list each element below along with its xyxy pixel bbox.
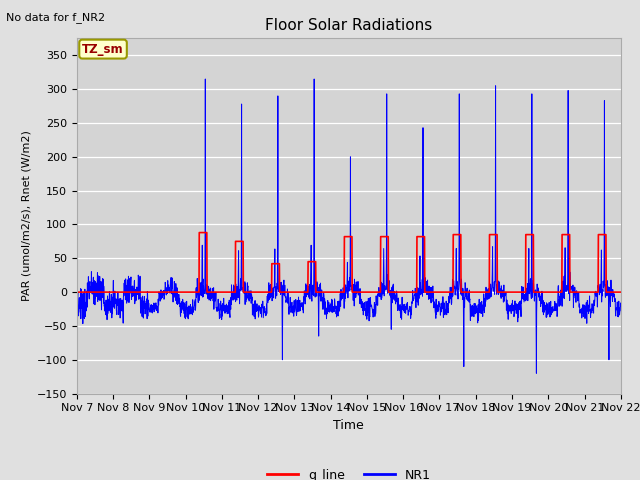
q_line — [365, 289, 372, 295]
NR1 — [225, 300, 232, 305]
Legend: q_line, NR1: q_line, NR1 — [262, 464, 436, 480]
NR1 — [73, 312, 81, 318]
q_line — [617, 289, 625, 295]
NR1 — [532, 371, 540, 376]
Text: TZ_sm: TZ_sm — [82, 43, 124, 56]
Y-axis label: PAR (umol/m2/s), Rnet (W/m2): PAR (umol/m2/s), Rnet (W/m2) — [21, 131, 31, 301]
q_line — [507, 289, 515, 295]
Text: No data for f_NR2: No data for f_NR2 — [6, 12, 106, 23]
NR1 — [570, 285, 577, 291]
q_line — [376, 289, 384, 295]
NR1 — [202, 76, 209, 82]
NR1 — [617, 303, 625, 309]
Line: q_line: q_line — [77, 233, 621, 292]
q_line — [584, 289, 592, 295]
NR1 — [376, 290, 384, 296]
Title: Floor Solar Radiations: Floor Solar Radiations — [265, 18, 433, 33]
Line: NR1: NR1 — [77, 79, 621, 373]
NR1 — [365, 301, 372, 307]
NR1 — [507, 303, 515, 309]
q_line — [73, 289, 81, 295]
q_line — [225, 289, 232, 295]
NR1 — [584, 302, 592, 308]
q_line — [569, 289, 577, 295]
q_line — [195, 230, 203, 236]
X-axis label: Time: Time — [333, 419, 364, 432]
